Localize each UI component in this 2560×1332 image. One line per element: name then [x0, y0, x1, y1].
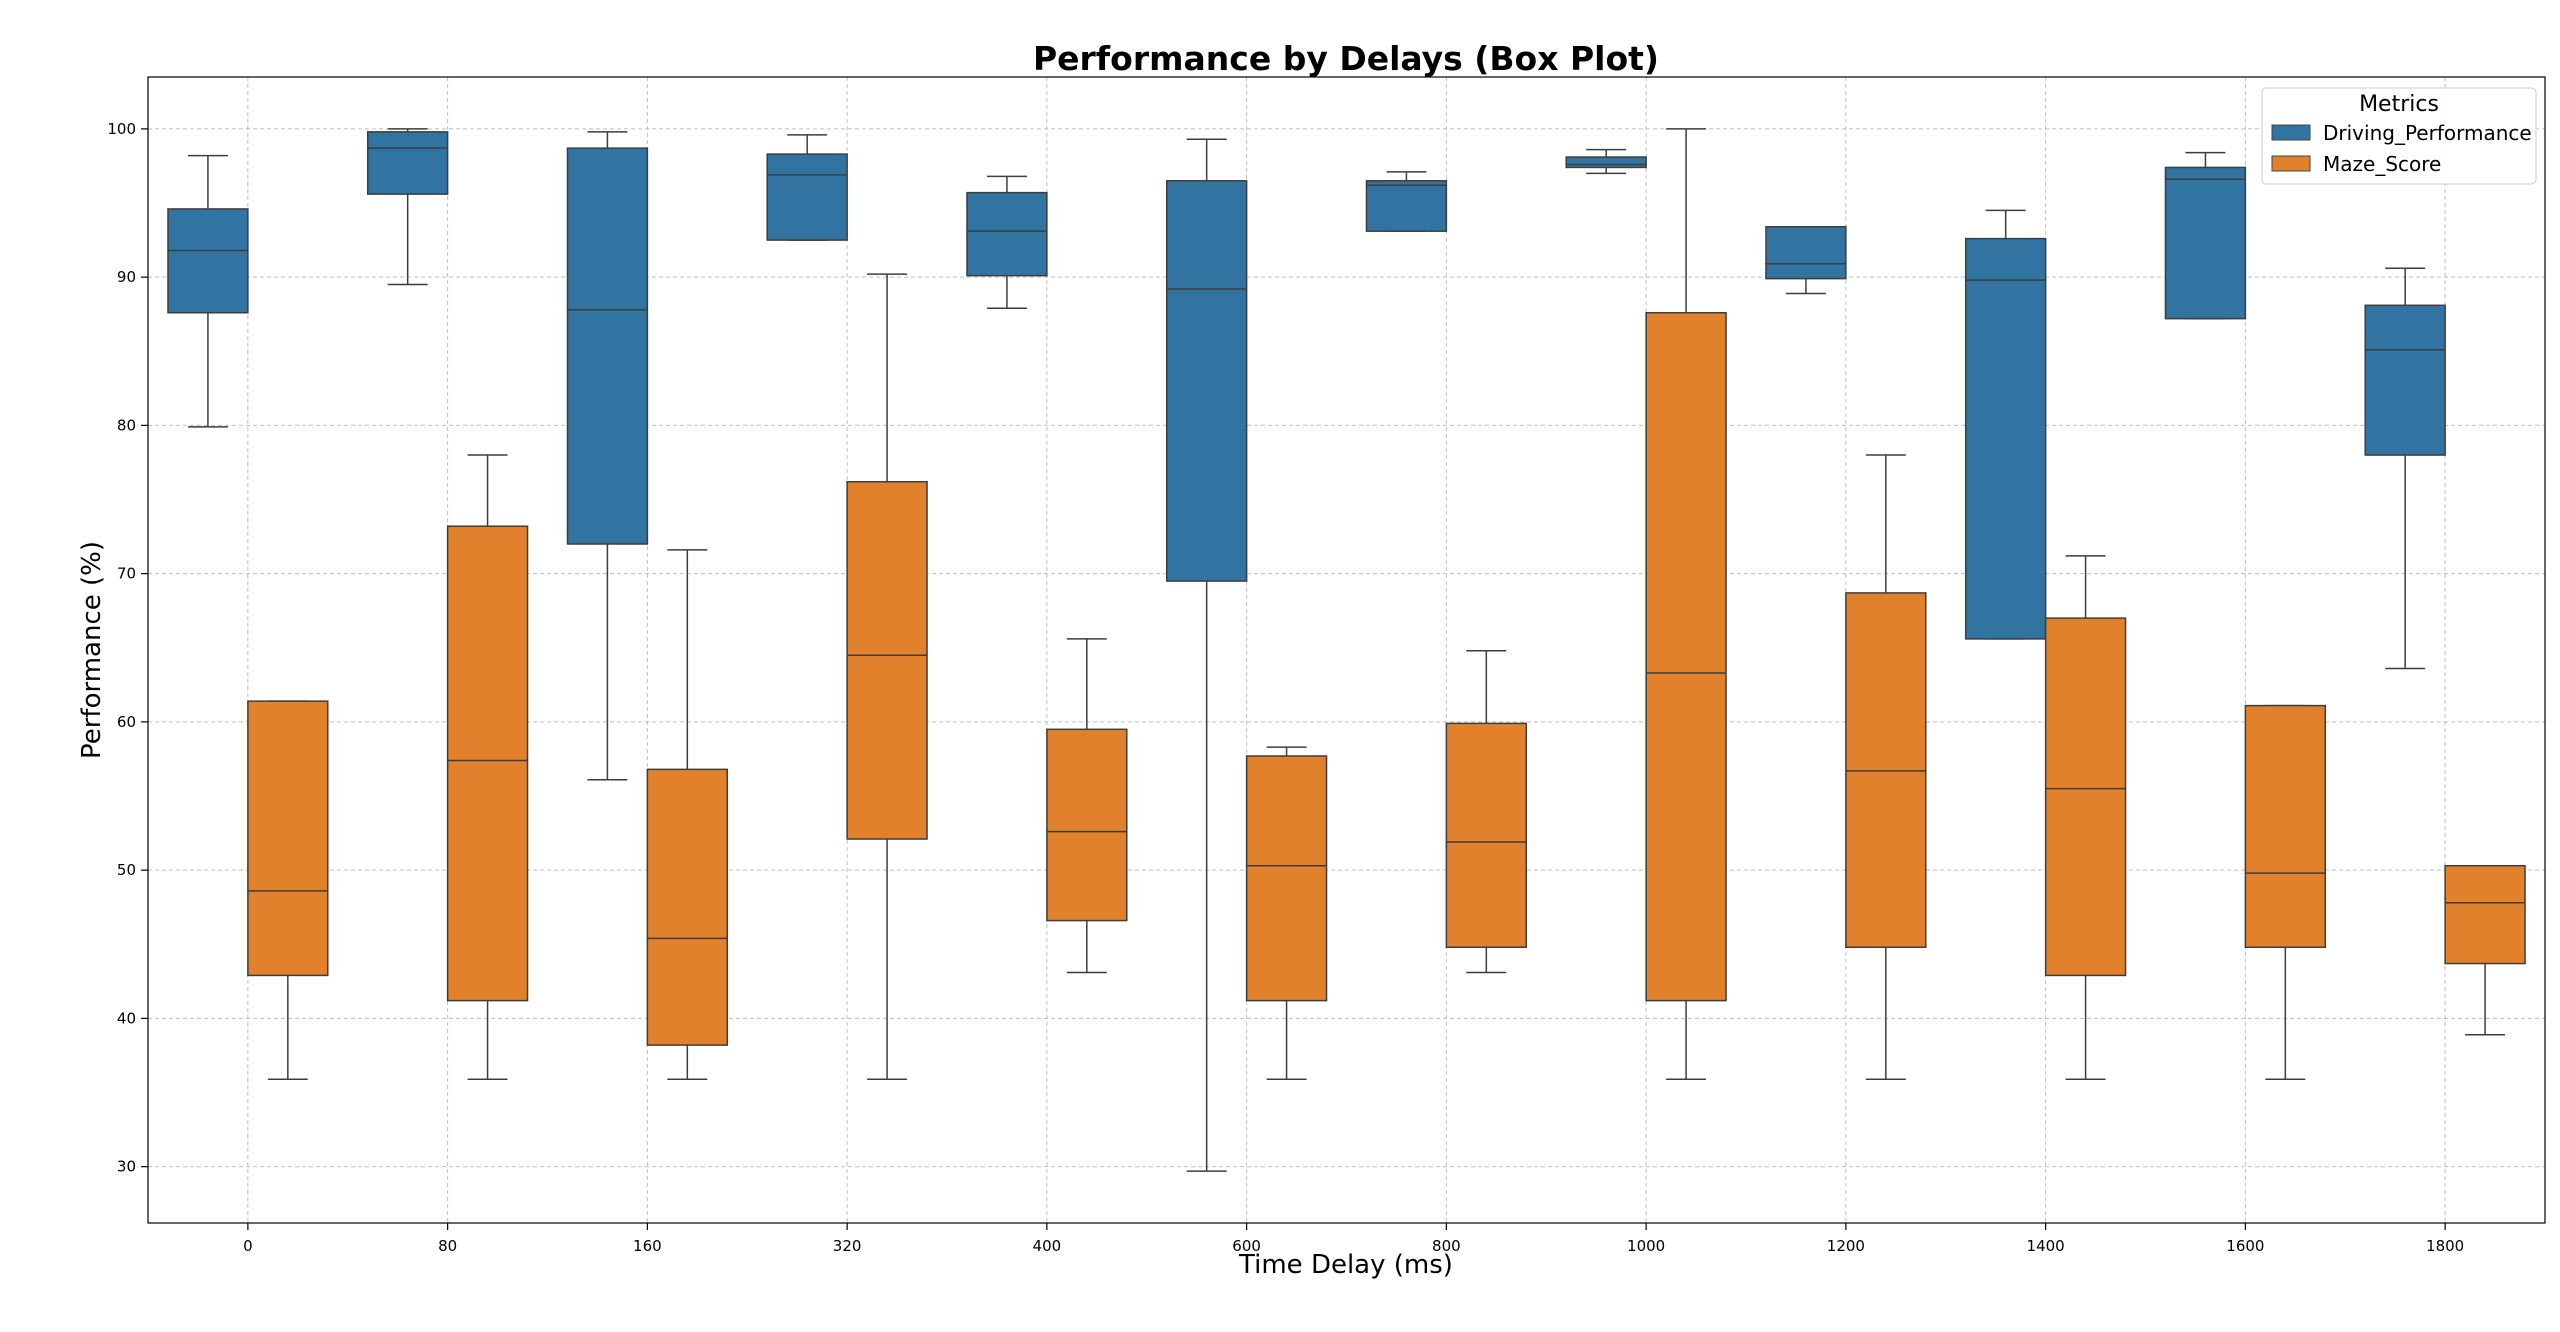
- box-maze-score-600: [1245, 746, 1328, 1080]
- legend-label-driving-performance: Driving_Performance: [2323, 121, 2532, 145]
- box-driving-performance-800: [1365, 171, 1448, 232]
- legend-swatch-driving-performance: [2271, 124, 2311, 141]
- box-driving-performance-400: [966, 175, 1048, 310]
- box-iqr: [1565, 156, 1647, 169]
- x-tick-label: 0: [243, 1237, 253, 1255]
- x-tick-label: 1200: [1827, 1237, 1865, 1255]
- x-tick-label: 1400: [2027, 1237, 2065, 1255]
- plot-area-frame: [147, 76, 2546, 1224]
- box-iqr: [2164, 166, 2247, 320]
- legend-swatch-maze-score: [2271, 155, 2311, 172]
- box-iqr: [446, 525, 529, 1002]
- x-tick-label: 320: [833, 1237, 862, 1255]
- box-driving-performance-80: [366, 128, 449, 286]
- box-iqr: [566, 147, 649, 545]
- box-maze-score-0: [247, 700, 329, 1080]
- y-tick-label: 100: [107, 120, 136, 138]
- box-driving-performance-600: [1165, 138, 1248, 1172]
- box-iqr: [2044, 617, 2127, 977]
- x-tick-label: 80: [438, 1237, 457, 1255]
- box-iqr: [1046, 728, 1128, 922]
- x-tick-label: 400: [1033, 1237, 1062, 1255]
- box-driving-performance-1200: [1765, 225, 1847, 295]
- box-iqr: [766, 153, 848, 241]
- x-tick-label: 1000: [1627, 1237, 1665, 1255]
- box-driving-performance-160: [566, 131, 649, 781]
- box-iqr: [2444, 864, 2526, 965]
- box-driving-performance-1400: [1964, 209, 2047, 640]
- x-tick-label: 600: [1232, 1237, 1261, 1255]
- y-tick-label: 50: [117, 861, 136, 879]
- box-maze-score-1000: [1645, 128, 1727, 1080]
- x-tick-label: 800: [1432, 1237, 1461, 1255]
- y-tick-label: 90: [117, 268, 136, 286]
- y-tick-label: 30: [117, 1158, 136, 1176]
- y-axis-label: Performance (%): [77, 541, 107, 759]
- box-maze-score-1200: [1845, 454, 1927, 1080]
- box-iqr: [247, 700, 329, 977]
- box-iqr: [846, 480, 928, 840]
- box-iqr: [1165, 180, 1248, 582]
- box-maze-score-400: [1046, 638, 1128, 974]
- box-iqr: [1964, 237, 2047, 640]
- box-maze-score-160: [646, 549, 729, 1080]
- box-maze-score-320: [846, 273, 928, 1080]
- box-iqr: [1645, 311, 1727, 1002]
- box-iqr: [1245, 755, 1328, 1002]
- box-iqr: [2364, 304, 2446, 456]
- box-iqr: [1445, 722, 1528, 948]
- box-iqr: [1365, 180, 1448, 232]
- box-iqr: [2244, 704, 2327, 948]
- x-tick-label: 1800: [2426, 1237, 2464, 1255]
- legend: Metrics Driving_Performance Maze_Score: [2261, 87, 2537, 185]
- box-maze-score-80: [446, 454, 529, 1080]
- box-iqr: [646, 768, 729, 1046]
- chart-title: Performance by Delays (Box Plot): [1033, 39, 1659, 78]
- x-tick-label: 160: [633, 1237, 662, 1255]
- y-tick-label: 60: [117, 713, 136, 731]
- box-maze-score-800: [1445, 649, 1528, 974]
- box-layer: [167, 128, 2526, 1172]
- box-maze-score-1600: [2244, 704, 2327, 1080]
- box-driving-performance-0: [167, 154, 249, 428]
- box-iqr: [966, 191, 1048, 277]
- x-axis-label: Time Delay (ms): [1238, 1250, 1453, 1280]
- box-iqr: [167, 208, 249, 314]
- legend-frame: [2261, 87, 2537, 185]
- box-maze-score-1800: [2444, 864, 2526, 1036]
- x-tick-label: 1600: [2226, 1237, 2264, 1255]
- legend-title: Metrics: [2359, 92, 2439, 117]
- legend-label-maze-score: Maze_Score: [2323, 152, 2441, 176]
- y-tick-label: 40: [117, 1009, 136, 1027]
- box-driving-performance-1800: [2364, 267, 2446, 670]
- box-driving-performance-320: [766, 134, 848, 241]
- y-tick-label: 70: [117, 565, 136, 583]
- box-driving-performance-1000: [1565, 148, 1647, 175]
- y-tick-label: 80: [117, 416, 136, 434]
- box-maze-score-1400: [2044, 555, 2127, 1080]
- box-iqr: [366, 131, 449, 195]
- box-iqr: [1765, 225, 1847, 280]
- box-driving-performance-1600: [2164, 151, 2247, 320]
